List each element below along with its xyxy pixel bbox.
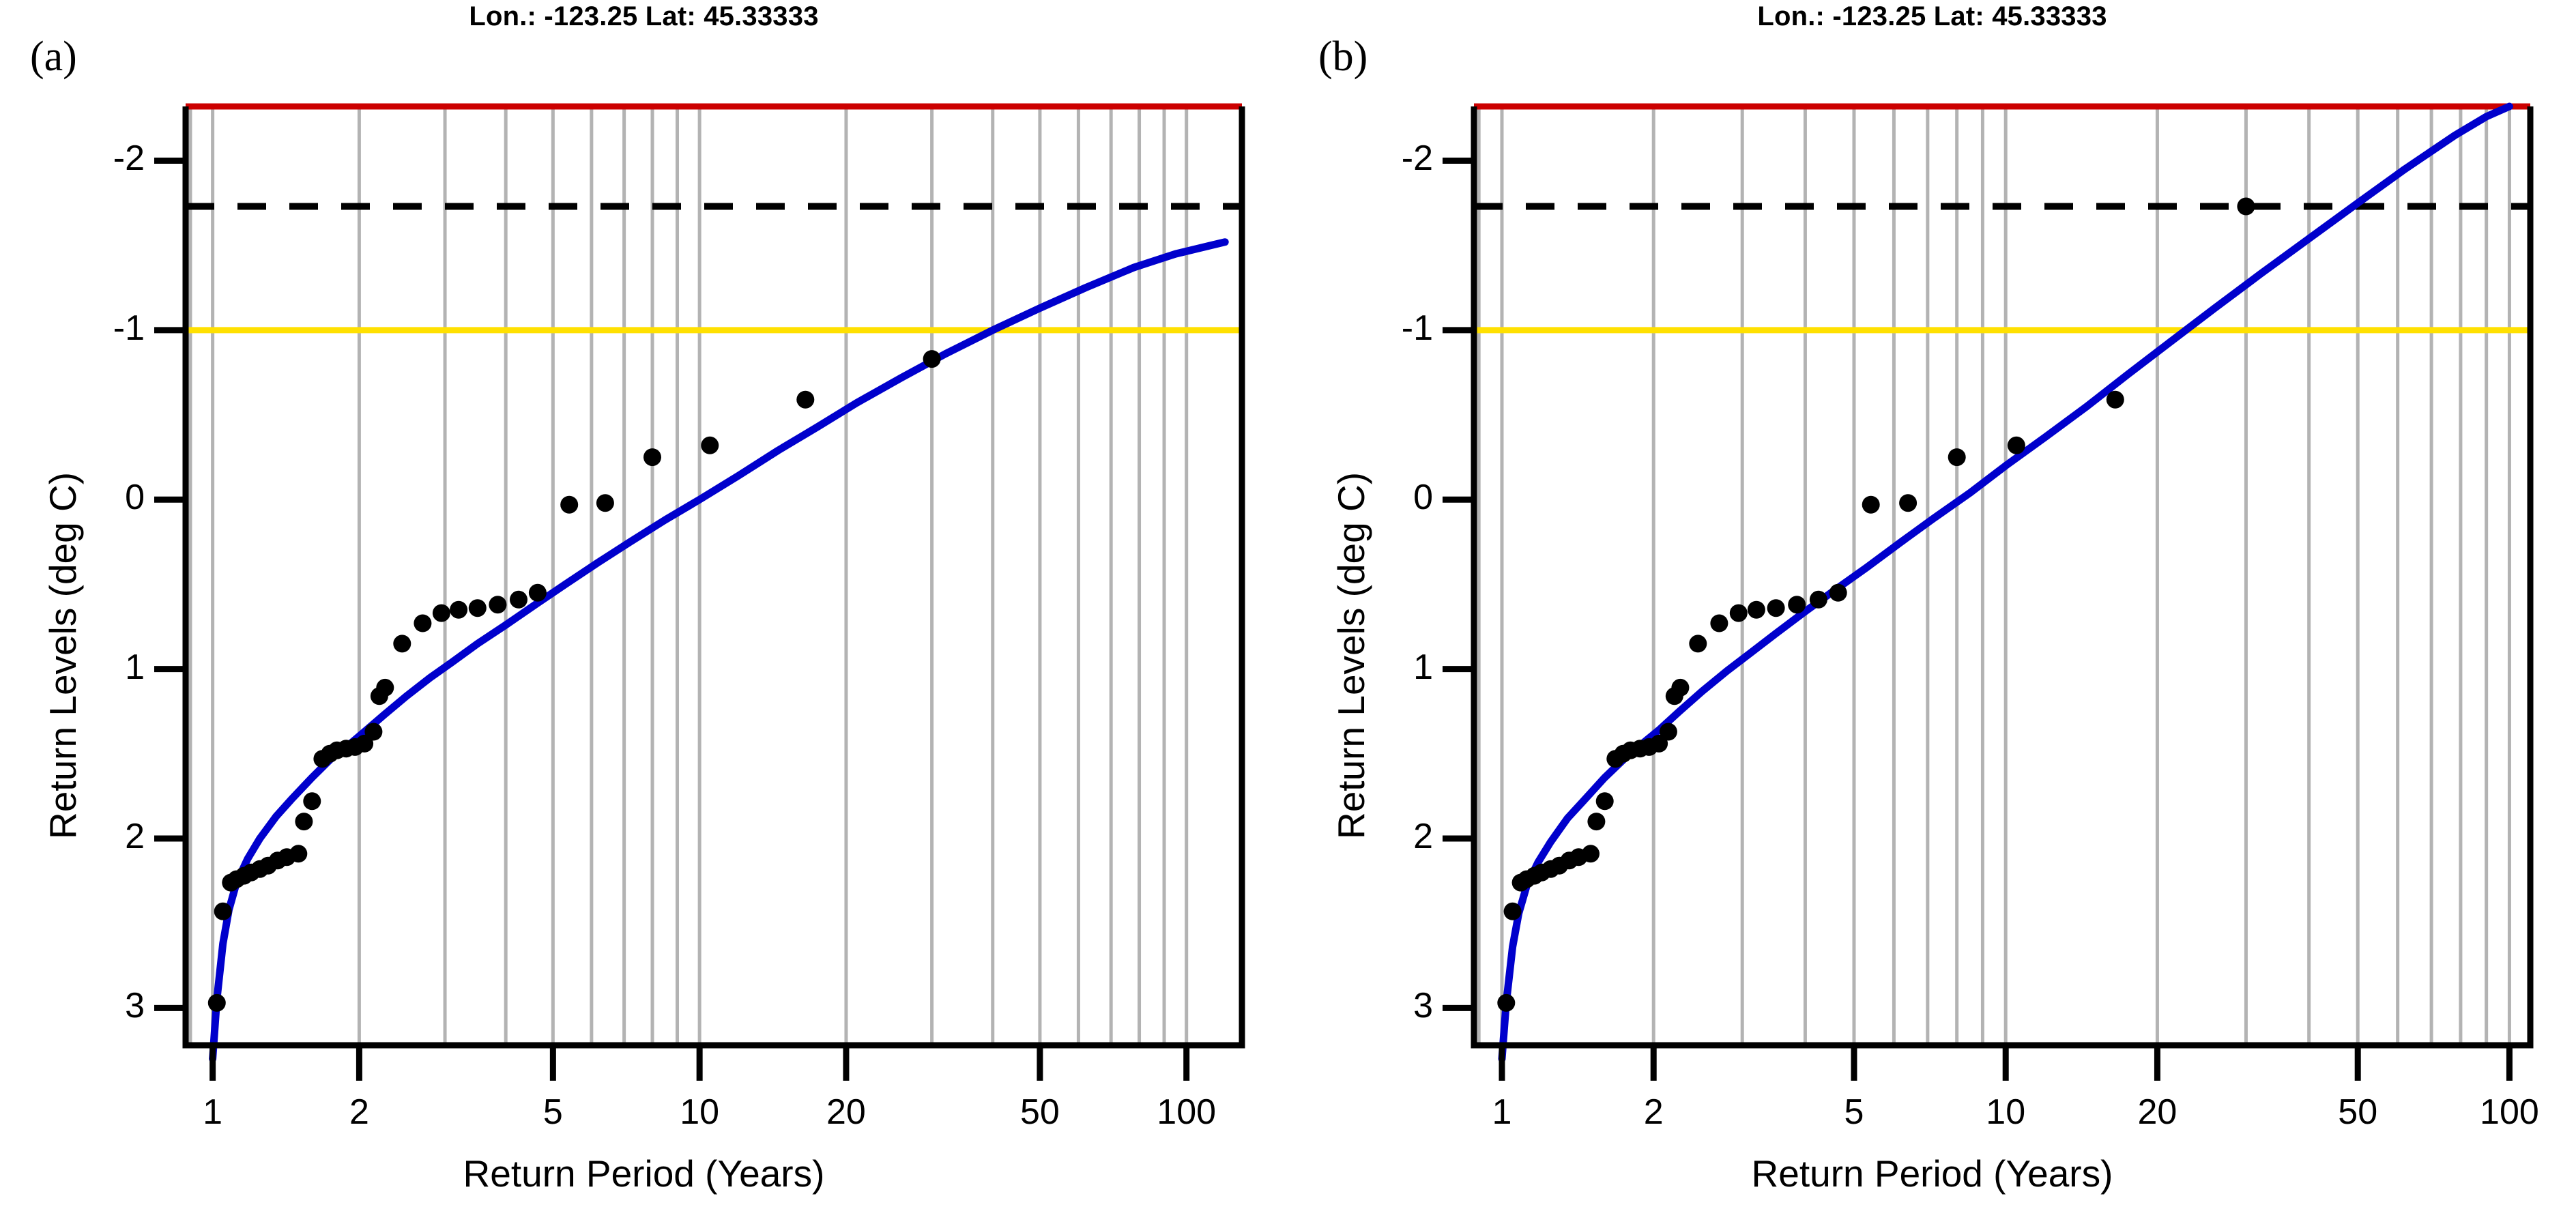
y-tick-label: 1 [125,647,145,687]
data-point [393,635,411,653]
data-point [1689,635,1707,653]
data-point [1899,494,1917,512]
data-point [1767,599,1785,617]
data-point [1788,596,1806,614]
y-tick-label: 0 [1413,478,1433,518]
x-tick-label: 10 [680,1092,720,1132]
y-tick-label: -1 [1401,308,1433,348]
panel-a-tag: (a) [30,33,77,80]
x-tick-label: 20 [826,1092,866,1132]
x-tick-label: 2 [1643,1092,1664,1132]
x-tick-label: 5 [1844,1092,1864,1132]
data-point [1650,734,1668,753]
data-point [596,494,614,512]
y-tick-label: -2 [1401,139,1433,179]
data-point [1497,993,1516,1012]
panel-b-xlabel: Return Period (Years) [1751,1152,2113,1195]
data-point [1729,604,1748,622]
data-point [701,436,719,454]
data-point [295,813,313,831]
panel-b-tag: (b) [1318,33,1368,80]
panel-b-plot [1443,102,2534,1081]
data-point [1710,614,1728,632]
data-point [1862,495,1880,514]
data-point [1582,845,1600,863]
data-point [414,614,432,632]
data-point [207,993,226,1012]
data-point [923,350,941,368]
fitted-return-level-curve [209,238,1229,1063]
y-tick-label: -2 [113,139,145,179]
panel-b-title: Lon.: -123.25 Lat: 45.33333 [1757,1,2107,31]
data-point [1671,678,1690,697]
y-tick-label: -1 [113,308,145,348]
y-tick-label: 2 [125,816,145,856]
axis-frame [182,106,1245,1049]
data-point [796,390,815,409]
data-point [364,723,383,741]
x-tick-label: 50 [2338,1092,2378,1132]
data-point [643,448,661,467]
data-point [1829,583,1847,602]
x-tick-label: 50 [1019,1092,1060,1132]
panel-a-plot [154,103,1245,1081]
x-tick-label: 10 [1986,1092,2026,1132]
x-tick-label: 2 [349,1092,369,1132]
data-point [528,583,547,602]
data-point [214,902,232,920]
data-point [2007,436,2025,454]
data-point [2106,390,2124,409]
fitted-return-level-curve [1498,102,2513,1063]
y-tick-label: 3 [125,986,145,1026]
x-tick-label: 1 [1492,1092,1512,1132]
panel-a-xlabel: Return Period (Years) [463,1152,825,1195]
data-point [1809,590,1827,609]
data-point [510,590,527,609]
data-point [560,495,579,514]
y-tick-label: 3 [1413,986,1433,1026]
data-point [1595,792,1614,811]
x-tick-label: 5 [542,1092,563,1132]
data-point [1948,448,1966,467]
data-point [2237,197,2255,216]
axis-frame [1471,106,2534,1049]
y-tick-label: 2 [1413,816,1433,856]
data-point [1503,902,1522,920]
panel-a: Lon.: -123.25 Lat: 45.33333 (a) Return L… [30,1,1245,1195]
data-point [1747,600,1765,619]
data-point [468,599,487,617]
y-tick-label: 1 [1413,647,1433,687]
data-point [303,792,321,811]
data-point [1587,813,1606,831]
x-tick-label: 20 [2137,1092,2177,1132]
data-point [376,678,394,697]
data-point [1659,723,1677,741]
panel-b: Lon.: -123.25 Lat: 45.33333 (b) Return L… [1288,0,2576,1224]
x-tick-label: 100 [2480,1092,2539,1132]
data-point [450,600,468,619]
data-point [289,845,308,863]
x-tick-label: 100 [1157,1092,1217,1132]
x-tick-label: 1 [203,1092,223,1132]
data-point [489,596,507,614]
panel-a-title: Lon.: -123.25 Lat: 45.33333 [469,1,819,31]
y-tick-label: 0 [125,478,145,518]
data-point [432,604,450,622]
